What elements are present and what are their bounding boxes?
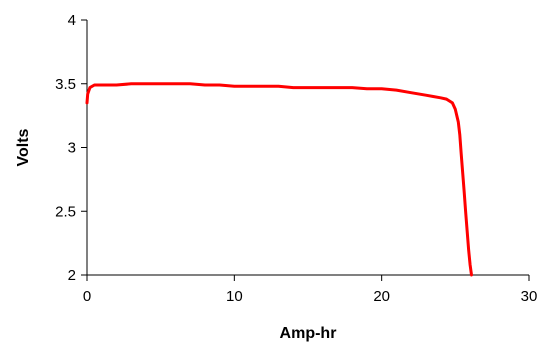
- series-line: [85, 82, 473, 277]
- x-axis-title: Amp-hr: [280, 325, 337, 342]
- y-axis-title: Volts: [15, 128, 32, 166]
- x-tick-label: 20: [373, 288, 390, 305]
- y-tick-label: 2: [68, 267, 76, 284]
- y-tick-label: 2.5: [55, 203, 76, 220]
- x-tick-label: 30: [521, 288, 538, 305]
- plot-area: 2 2.5 3 3.5 4 0 10 20 30: [55, 12, 537, 305]
- y-tick-label: 3.5: [55, 76, 76, 93]
- y-tick-label: 3: [68, 140, 76, 157]
- x-tick-label: 10: [226, 288, 243, 305]
- y-tick-label: 4: [68, 12, 76, 29]
- x-tick-label: 0: [83, 288, 91, 305]
